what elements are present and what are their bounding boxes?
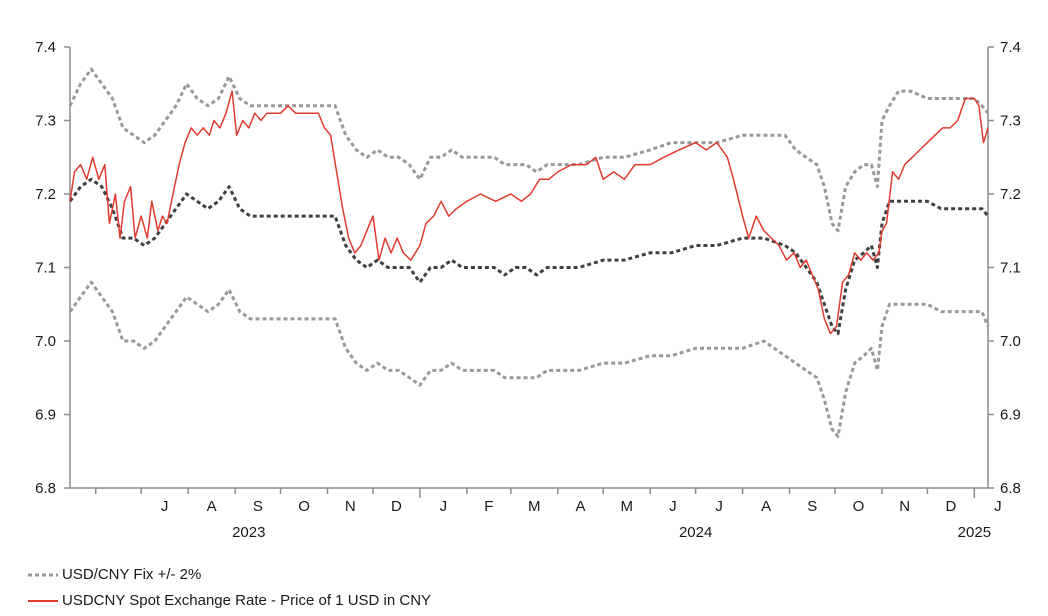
y-tick-label-left: 7.3 [35, 113, 56, 130]
x-month-label: O [298, 498, 310, 515]
series-line-1 [68, 280, 990, 438]
y-tick-label-right: 7.4 [1000, 39, 1021, 56]
legend-dashed-gray-swatch [28, 573, 58, 576]
x-month-label: S [253, 498, 263, 515]
y-tick-label-left: 7.0 [35, 333, 56, 350]
series-line-3 [69, 90, 989, 335]
y-tick-label-left: 7.1 [35, 260, 56, 277]
y-tick-label-right: 7.1 [1000, 260, 1021, 277]
legend-item-spot-rate: USDCNY Spot Exchange Rate - Price of 1 U… [28, 592, 431, 609]
x-month-label: O [853, 498, 865, 515]
y-tick-label-left: 7.4 [35, 39, 56, 56]
x-year-label: 2025 [958, 524, 991, 541]
series-line-2 [68, 177, 990, 336]
y-tick-label-right: 7.0 [1000, 333, 1021, 350]
x-month-label: J [440, 498, 448, 515]
x-month-label: A [575, 498, 585, 515]
legend-red-line-swatch [28, 599, 58, 602]
x-month-label: M [528, 498, 541, 515]
x-month-label: J [994, 498, 1002, 515]
y-tick-label-right: 7.2 [1000, 186, 1021, 203]
legend-label-spot-rate: USDCNY Spot Exchange Rate - Price of 1 U… [62, 592, 432, 609]
legend-label-fix-band: USD/CNY Fix +/- 2% [62, 566, 202, 583]
x-month-label: N [345, 498, 356, 515]
chart-series [68, 67, 990, 438]
x-month-label: A [761, 498, 771, 515]
x-month-label: J [715, 498, 723, 515]
legend-item-fix-band: USD/CNY Fix +/- 2% [28, 566, 201, 583]
y-tick-label-right: 6.9 [1000, 407, 1021, 424]
x-year-label: 2024 [679, 524, 712, 541]
x-month-label: J [669, 498, 677, 515]
y-tick-label-right: 6.8 [1000, 480, 1021, 497]
x-year-label: 2023 [232, 524, 265, 541]
y-tick-label-right: 7.3 [1000, 113, 1021, 130]
y-tick-label-left: 7.2 [35, 186, 56, 203]
x-month-label: N [899, 498, 910, 515]
series-line-0 [68, 67, 990, 233]
x-month-label: S [807, 498, 817, 515]
chart-labels: 6.8 6.8 6.9 6.9 7.0 7.0 7.1 7.1 7.2 7.2 7.3 7.3 7.4 7… [35, 39, 1021, 541]
y-tick-label-left: 6.8 [35, 480, 56, 497]
x-month-label: J [161, 498, 169, 515]
x-month-label: A [207, 498, 217, 515]
x-month-label: D [945, 498, 956, 515]
y-tick-label-left: 6.9 [35, 407, 56, 424]
x-month-label: F [484, 498, 493, 515]
x-month-label: D [391, 498, 402, 515]
x-month-label: M [620, 498, 633, 515]
chart-axes [64, 46, 994, 498]
